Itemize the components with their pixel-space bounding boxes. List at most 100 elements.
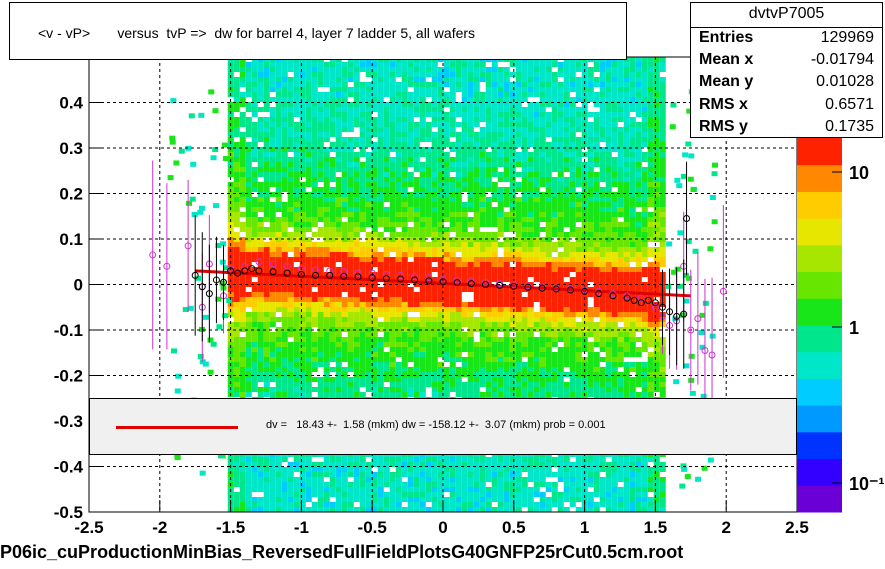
heatmap-cell (467, 272, 474, 277)
heatmap-cell (527, 162, 534, 167)
heatmap-cell (317, 72, 324, 77)
heatmap-cell (365, 237, 372, 242)
heatmap-cell (353, 342, 360, 347)
heatmap-cell (539, 107, 546, 112)
heatmap-cell (425, 307, 432, 312)
heatmap-cell (323, 72, 330, 77)
heatmap-cell (239, 387, 246, 392)
heatmap-cell (503, 97, 510, 102)
heatmap-cell (329, 227, 336, 232)
heatmap-cell (401, 167, 408, 172)
heatmap-cell (431, 257, 438, 262)
heatmap-cell (485, 382, 492, 387)
heatmap-cell (239, 227, 246, 232)
heatmap-cell (341, 157, 348, 162)
heatmap-cell (383, 197, 390, 202)
heatmap-cell (527, 377, 534, 382)
heatmap-cell (521, 257, 528, 262)
heatmap-cell (377, 477, 384, 482)
heatmap-cell (563, 247, 570, 252)
heatmap-cell (449, 292, 456, 297)
heatmap-cell (353, 357, 360, 362)
heatmap-cell (563, 467, 570, 472)
heatmap-cell (509, 267, 516, 272)
heatmap-cell (365, 122, 372, 127)
heatmap-cell (383, 132, 390, 137)
heatmap-cell (449, 247, 456, 252)
heatmap-cell (491, 67, 498, 72)
heatmap-cell (413, 197, 420, 202)
heatmap-cell (281, 387, 288, 392)
heatmap-cell (413, 87, 420, 92)
heatmap-cell (539, 142, 546, 147)
heatmap-cell (365, 177, 372, 182)
heatmap-cell (479, 292, 486, 297)
heatmap-cell (251, 367, 258, 372)
heatmap-cell (407, 237, 414, 242)
heatmap-cell (323, 347, 330, 352)
heatmap-cell (299, 362, 306, 367)
heatmap-cell (347, 142, 354, 147)
heatmap-cell (407, 247, 414, 252)
heatmap-cell (293, 77, 300, 82)
heatmap-cell (569, 337, 576, 342)
heatmap-cell (245, 262, 252, 267)
heatmap-cell (371, 462, 378, 467)
heatmap-cell (239, 182, 246, 187)
heatmap-cell (317, 362, 324, 367)
heatmap-cell (365, 197, 372, 202)
heatmap-cell (287, 392, 294, 397)
heatmap-cell (557, 182, 564, 187)
heatmap-cell (233, 242, 240, 247)
heatmap-cell (575, 327, 582, 332)
heatmap-cell (521, 367, 528, 372)
heatmap-cell (503, 147, 510, 152)
heatmap-cell (395, 102, 402, 107)
heatmap-cell (443, 212, 450, 217)
heatmap-cell (491, 507, 498, 512)
heatmap-cell (431, 167, 438, 172)
heatmap-cell (293, 92, 300, 97)
heatmap-cell (419, 92, 426, 97)
heatmap-cell (521, 277, 528, 282)
heatmap-cell (287, 327, 294, 332)
heatmap-cell (521, 342, 528, 347)
heatmap-cell (455, 342, 462, 347)
heatmap-cell (425, 362, 432, 367)
heatmap-cell (389, 107, 396, 112)
heatmap-cell (557, 162, 564, 167)
heatmap-cell (365, 332, 372, 337)
heatmap-cell (413, 317, 420, 322)
heatmap-cell (227, 292, 234, 297)
heatmap-cell (233, 127, 240, 132)
heatmap-cell (401, 262, 408, 267)
heatmap-cell (347, 267, 354, 272)
heatmap-cell (539, 347, 546, 352)
heatmap-cell (299, 242, 306, 247)
heatmap-cell (503, 227, 510, 232)
heatmap-cell (365, 182, 372, 187)
heatmap-cell (401, 387, 408, 392)
heatmap-cell (275, 177, 282, 182)
heatmap-cell (401, 142, 408, 147)
heatmap-cell (287, 232, 294, 237)
heatmap-cell (509, 172, 516, 177)
heatmap-cell (431, 217, 438, 222)
heatmap-cell (341, 322, 348, 327)
heatmap-cell (449, 217, 456, 222)
heatmap-cell (347, 357, 354, 362)
heatmap-cell (437, 342, 444, 347)
heatmap-cell (353, 477, 360, 482)
heatmap-cell (431, 157, 438, 162)
heatmap-cell (491, 357, 498, 362)
heatmap-cell (305, 62, 312, 67)
heatmap-cell (269, 387, 276, 392)
heatmap-cell (479, 152, 486, 157)
heatmap-cell (365, 467, 372, 472)
heatmap-cell (443, 377, 450, 382)
heatmap-cell (407, 122, 414, 127)
heatmap-cell (407, 262, 414, 267)
heatmap-cell (311, 112, 318, 117)
heatmap-cell (383, 62, 390, 67)
heatmap-cell (479, 457, 486, 462)
